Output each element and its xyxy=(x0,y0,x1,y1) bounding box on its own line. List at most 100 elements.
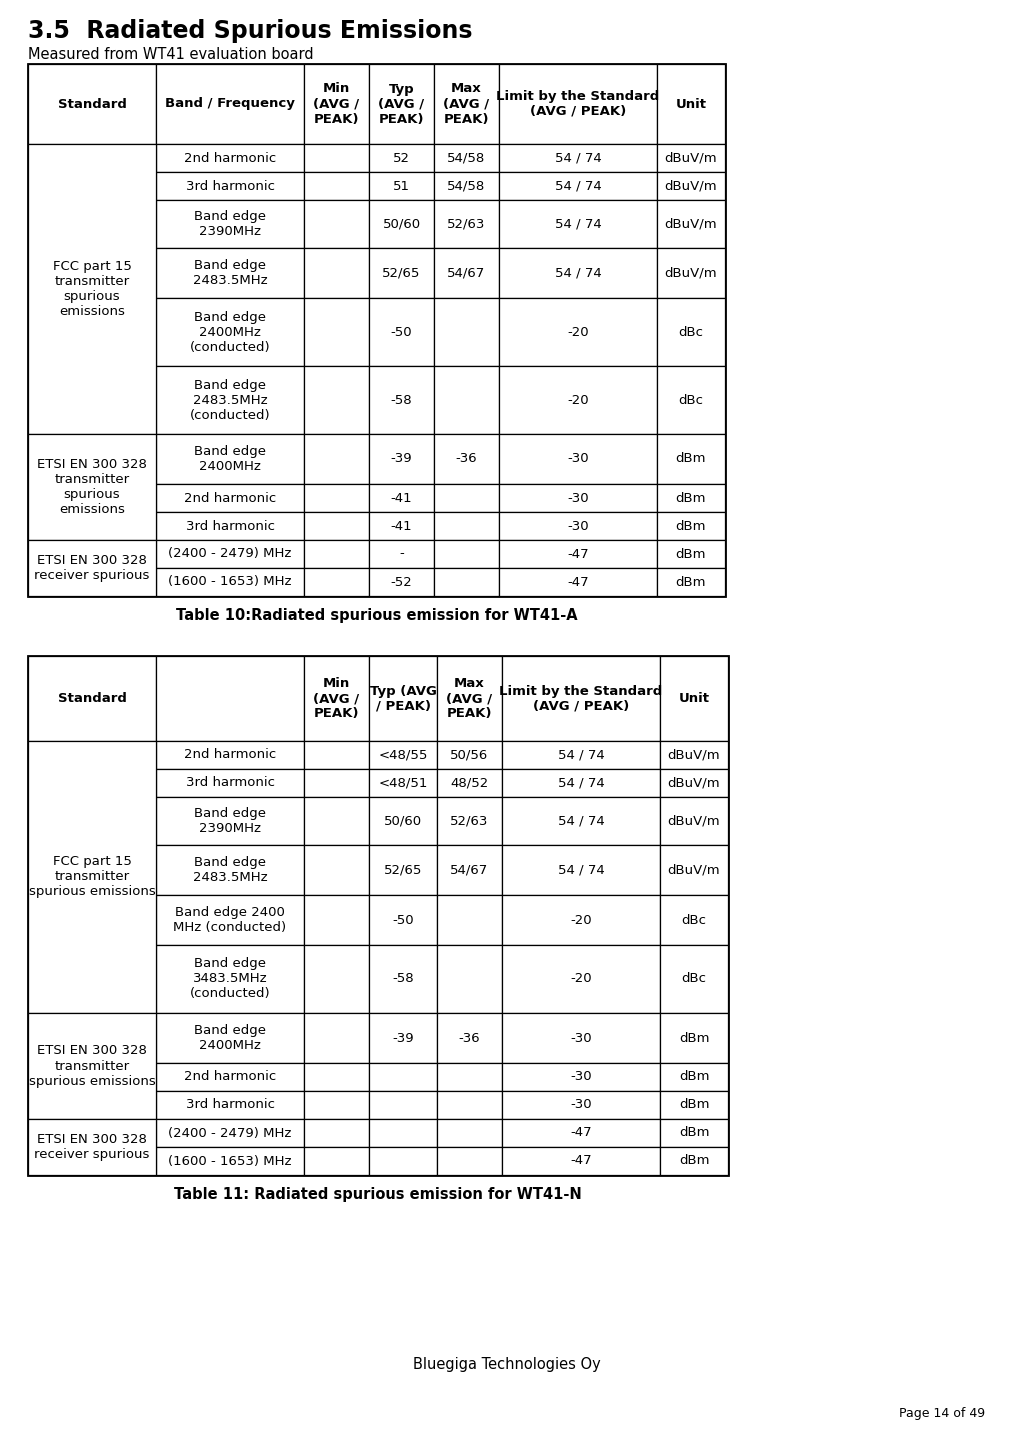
Bar xyxy=(28,1014,156,1119)
Bar xyxy=(304,513,369,540)
Text: 54 / 74: 54 / 74 xyxy=(555,179,601,192)
Bar xyxy=(304,365,369,435)
Bar xyxy=(369,845,437,895)
Bar xyxy=(502,1092,660,1119)
Text: -20: -20 xyxy=(567,394,589,407)
Bar xyxy=(369,513,434,540)
Text: Bluegiga Technologies Oy: Bluegiga Technologies Oy xyxy=(413,1356,601,1372)
Text: Max
(AVG /
PEAK): Max (AVG / PEAK) xyxy=(446,677,493,721)
Text: dBm: dBm xyxy=(675,491,706,504)
Text: 3rd harmonic: 3rd harmonic xyxy=(186,520,275,533)
Bar xyxy=(502,895,660,944)
Bar xyxy=(369,64,434,144)
Text: 50/60: 50/60 xyxy=(382,218,421,231)
Text: Min
(AVG /
PEAK): Min (AVG / PEAK) xyxy=(313,677,360,721)
Text: Band edge
2400MHz
(conducted): Band edge 2400MHz (conducted) xyxy=(190,310,271,354)
Bar xyxy=(304,540,369,567)
Bar xyxy=(156,1092,304,1119)
Text: -30: -30 xyxy=(570,1099,592,1112)
Text: <48/51: <48/51 xyxy=(378,777,428,790)
Bar xyxy=(437,1063,502,1092)
Text: Limit by the Standard
(AVG / PEAK): Limit by the Standard (AVG / PEAK) xyxy=(499,684,662,712)
Bar xyxy=(369,484,434,513)
Bar xyxy=(660,741,728,770)
Text: Typ
(AVG /
PEAK): Typ (AVG / PEAK) xyxy=(378,82,425,126)
Bar xyxy=(304,435,369,484)
Bar xyxy=(304,248,369,297)
Bar xyxy=(156,656,304,741)
Bar xyxy=(156,845,304,895)
Bar xyxy=(434,248,499,297)
Bar xyxy=(660,895,728,944)
Bar xyxy=(499,201,657,248)
Text: dBuV/m: dBuV/m xyxy=(665,179,717,192)
Bar xyxy=(156,365,304,435)
Bar xyxy=(156,144,304,172)
Bar xyxy=(499,144,657,172)
Text: dBm: dBm xyxy=(678,1070,709,1083)
Text: (1600 - 1653) MHz: (1600 - 1653) MHz xyxy=(168,1155,292,1168)
Text: ETSI EN 300 328
transmitter
spurious emissions: ETSI EN 300 328 transmitter spurious emi… xyxy=(28,1044,155,1087)
Bar xyxy=(660,944,728,1014)
Text: 54 / 74: 54 / 74 xyxy=(558,864,604,877)
Text: ETSI EN 300 328
receiver spurious: ETSI EN 300 328 receiver spurious xyxy=(34,554,150,582)
Text: 3rd harmonic: 3rd harmonic xyxy=(186,179,275,192)
Bar xyxy=(434,144,499,172)
Bar xyxy=(369,797,437,845)
Text: Band edge
2483.5MHz
(conducted): Band edge 2483.5MHz (conducted) xyxy=(190,378,271,422)
Bar xyxy=(304,895,369,944)
Text: 54/58: 54/58 xyxy=(447,179,486,192)
Bar xyxy=(156,201,304,248)
Bar xyxy=(369,1147,437,1175)
Bar xyxy=(434,297,499,365)
Text: -39: -39 xyxy=(390,452,413,465)
Bar xyxy=(434,435,499,484)
Text: 54 / 74: 54 / 74 xyxy=(555,267,601,280)
Bar xyxy=(434,64,499,144)
Bar xyxy=(499,365,657,435)
Bar xyxy=(502,845,660,895)
Bar xyxy=(369,567,434,596)
Bar xyxy=(369,1063,437,1092)
Text: 52/63: 52/63 xyxy=(450,814,489,827)
Text: -30: -30 xyxy=(567,520,589,533)
Text: 2nd harmonic: 2nd harmonic xyxy=(184,748,276,761)
Bar xyxy=(156,484,304,513)
Text: -: - xyxy=(400,547,404,560)
Text: Band edge
2400MHz: Band edge 2400MHz xyxy=(194,1024,266,1053)
Bar xyxy=(156,1063,304,1092)
Text: dBc: dBc xyxy=(681,914,707,927)
Bar xyxy=(657,64,725,144)
Bar xyxy=(369,435,434,484)
Text: -52: -52 xyxy=(390,576,413,589)
Bar xyxy=(304,297,369,365)
Text: dBuV/m: dBuV/m xyxy=(667,777,720,790)
Bar xyxy=(660,1063,728,1092)
Bar xyxy=(657,201,725,248)
Text: Standard: Standard xyxy=(58,692,127,705)
Bar xyxy=(437,1147,502,1175)
Bar xyxy=(28,144,156,435)
Text: 3rd harmonic: 3rd harmonic xyxy=(186,777,275,790)
Bar xyxy=(369,656,437,741)
Text: Table 11: Radiated spurious emission for WT41-N: Table 11: Radiated spurious emission for… xyxy=(174,1187,582,1201)
Bar xyxy=(156,944,304,1014)
Bar xyxy=(434,172,499,201)
Text: 48/52: 48/52 xyxy=(450,777,489,790)
Text: Unit: Unit xyxy=(678,692,710,705)
Text: dBuV/m: dBuV/m xyxy=(665,267,717,280)
Bar xyxy=(369,944,437,1014)
Bar xyxy=(304,1092,369,1119)
Text: dBm: dBm xyxy=(678,1031,709,1044)
Bar xyxy=(28,1119,156,1175)
Text: 3rd harmonic: 3rd harmonic xyxy=(186,1099,275,1112)
Text: 52/65: 52/65 xyxy=(382,267,421,280)
Bar xyxy=(156,797,304,845)
Text: dBm: dBm xyxy=(678,1126,709,1139)
Text: 2nd harmonic: 2nd harmonic xyxy=(184,1070,276,1083)
Text: Band edge
3483.5MHz
(conducted): Band edge 3483.5MHz (conducted) xyxy=(190,957,271,1001)
Bar xyxy=(502,656,660,741)
Bar xyxy=(304,484,369,513)
Text: Band / Frequency: Band / Frequency xyxy=(165,98,295,111)
Bar xyxy=(156,895,304,944)
